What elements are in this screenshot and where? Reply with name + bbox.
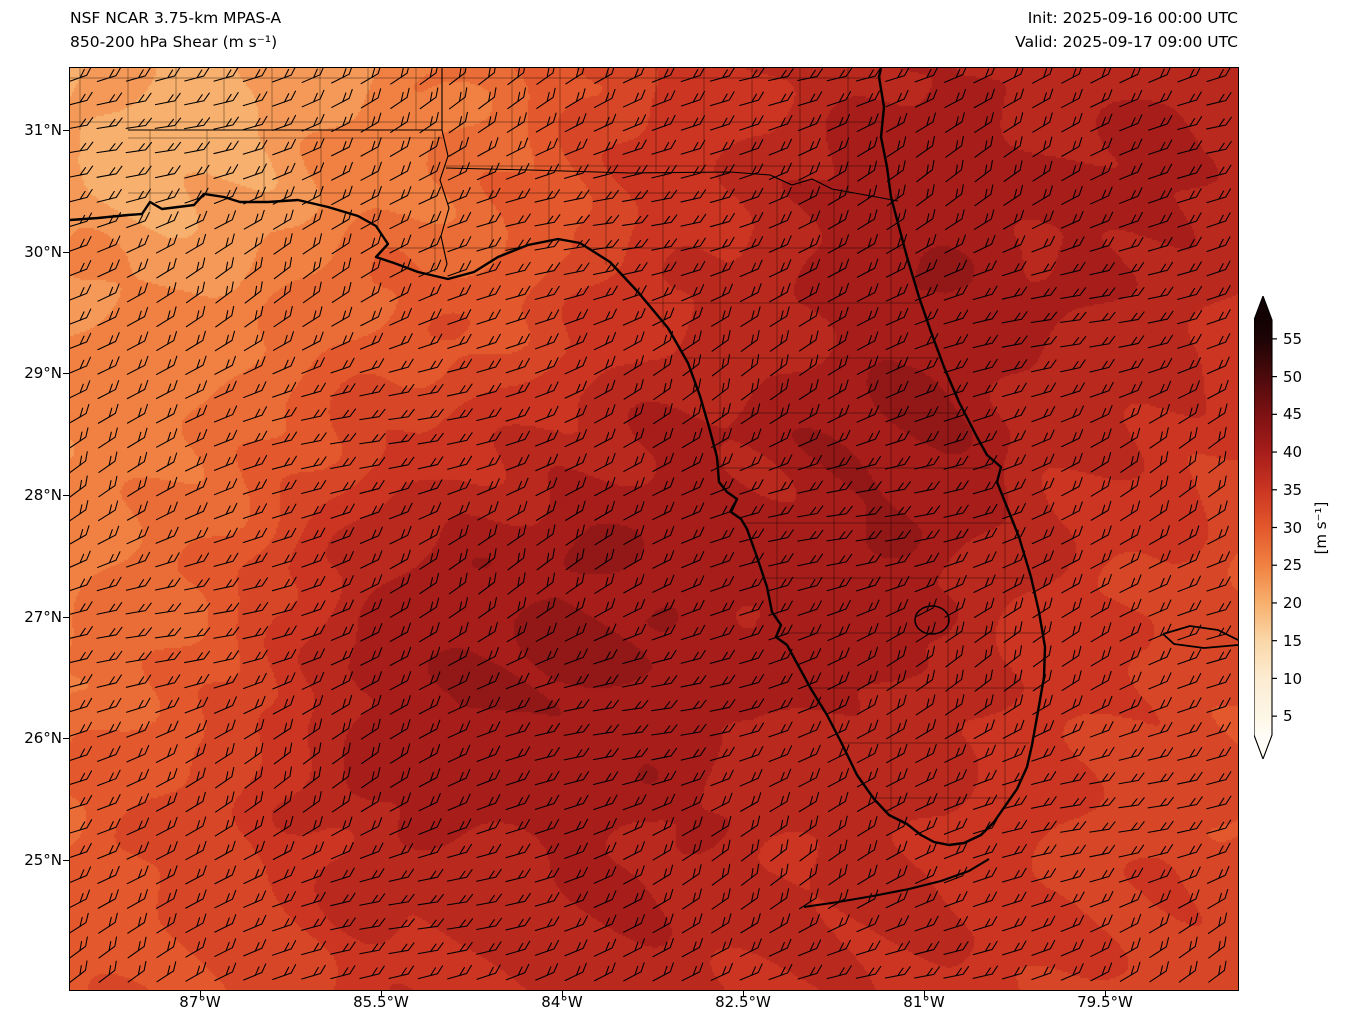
lon-tickmark [1105, 991, 1107, 997]
cbar-label-45: 45 [1283, 405, 1303, 423]
colorbar [1254, 296, 1277, 759]
lon-tickmark [562, 991, 564, 997]
cbar-label-30: 30 [1283, 519, 1303, 537]
map-overlay [70, 68, 1238, 983]
colorbar-units-label: [m s⁻¹] [1312, 501, 1330, 555]
lat-tickmark [63, 617, 69, 619]
lat-tickmark [63, 252, 69, 254]
lon-tick-82p5W: 82.5°W [715, 993, 771, 1011]
lon-tickmark [924, 991, 926, 997]
lat-tick-26N: 26°N [24, 729, 62, 747]
colorbar-tickmarks [1272, 338, 1277, 717]
lat-tick-31N: 31°N [24, 121, 62, 139]
lat-tick-29N: 29°N [24, 364, 62, 382]
bahama-island-outline [1162, 625, 1238, 649]
lat-tick-27N: 27°N [24, 608, 62, 626]
cbar-label-35: 35 [1283, 481, 1303, 499]
lat-tick-25N: 25°N [24, 851, 62, 869]
lat-tickmark [63, 373, 69, 375]
cbar-label-15: 15 [1283, 632, 1303, 650]
cbar-label-5: 5 [1283, 707, 1293, 725]
cbar-label-25: 25 [1283, 556, 1303, 574]
cbar-label-40: 40 [1283, 443, 1303, 461]
cbar-label-20: 20 [1283, 594, 1303, 612]
coastline [70, 68, 1238, 909]
cbar-label-50: 50 [1283, 368, 1303, 386]
init-time: Init: 2025-09-16 00:00 UTC [1027, 9, 1238, 27]
lon-tickmark [381, 991, 383, 997]
florida-keys [803, 858, 990, 909]
cbar-label-10: 10 [1283, 670, 1303, 688]
lat-tickmark [63, 860, 69, 862]
lake-okeechobee [914, 605, 950, 635]
lon-tick-85p5W: 85.5°W [353, 993, 409, 1011]
lat-tickmark [63, 495, 69, 497]
model-title: NSF NCAR 3.75-km MPAS-A [70, 9, 282, 27]
lon-tickmark [743, 991, 745, 997]
lon-tick-79p5W: 79.5°W [1077, 993, 1133, 1011]
lon-tick-84W: 84°W [541, 993, 583, 1011]
valid-time: Valid: 2025-09-17 09:00 UTC [1015, 33, 1238, 51]
lon-tickmark [200, 991, 202, 997]
lon-tick-81W: 81°W [903, 993, 945, 1011]
lat-tick-30N: 30°N [24, 243, 62, 261]
colorbar-bar [1254, 296, 1273, 759]
cbar-label-55: 55 [1283, 330, 1303, 348]
lat-tick-28N: 28°N [24, 486, 62, 504]
lat-tickmark [63, 738, 69, 740]
lon-tick-87W: 87°W [179, 993, 221, 1011]
map-frame [69, 67, 1239, 991]
shear-field-canvas [70, 68, 1238, 990]
field-title: 850-200 hPa Shear (m s⁻¹) [70, 33, 278, 51]
lat-tickmark [63, 130, 69, 132]
